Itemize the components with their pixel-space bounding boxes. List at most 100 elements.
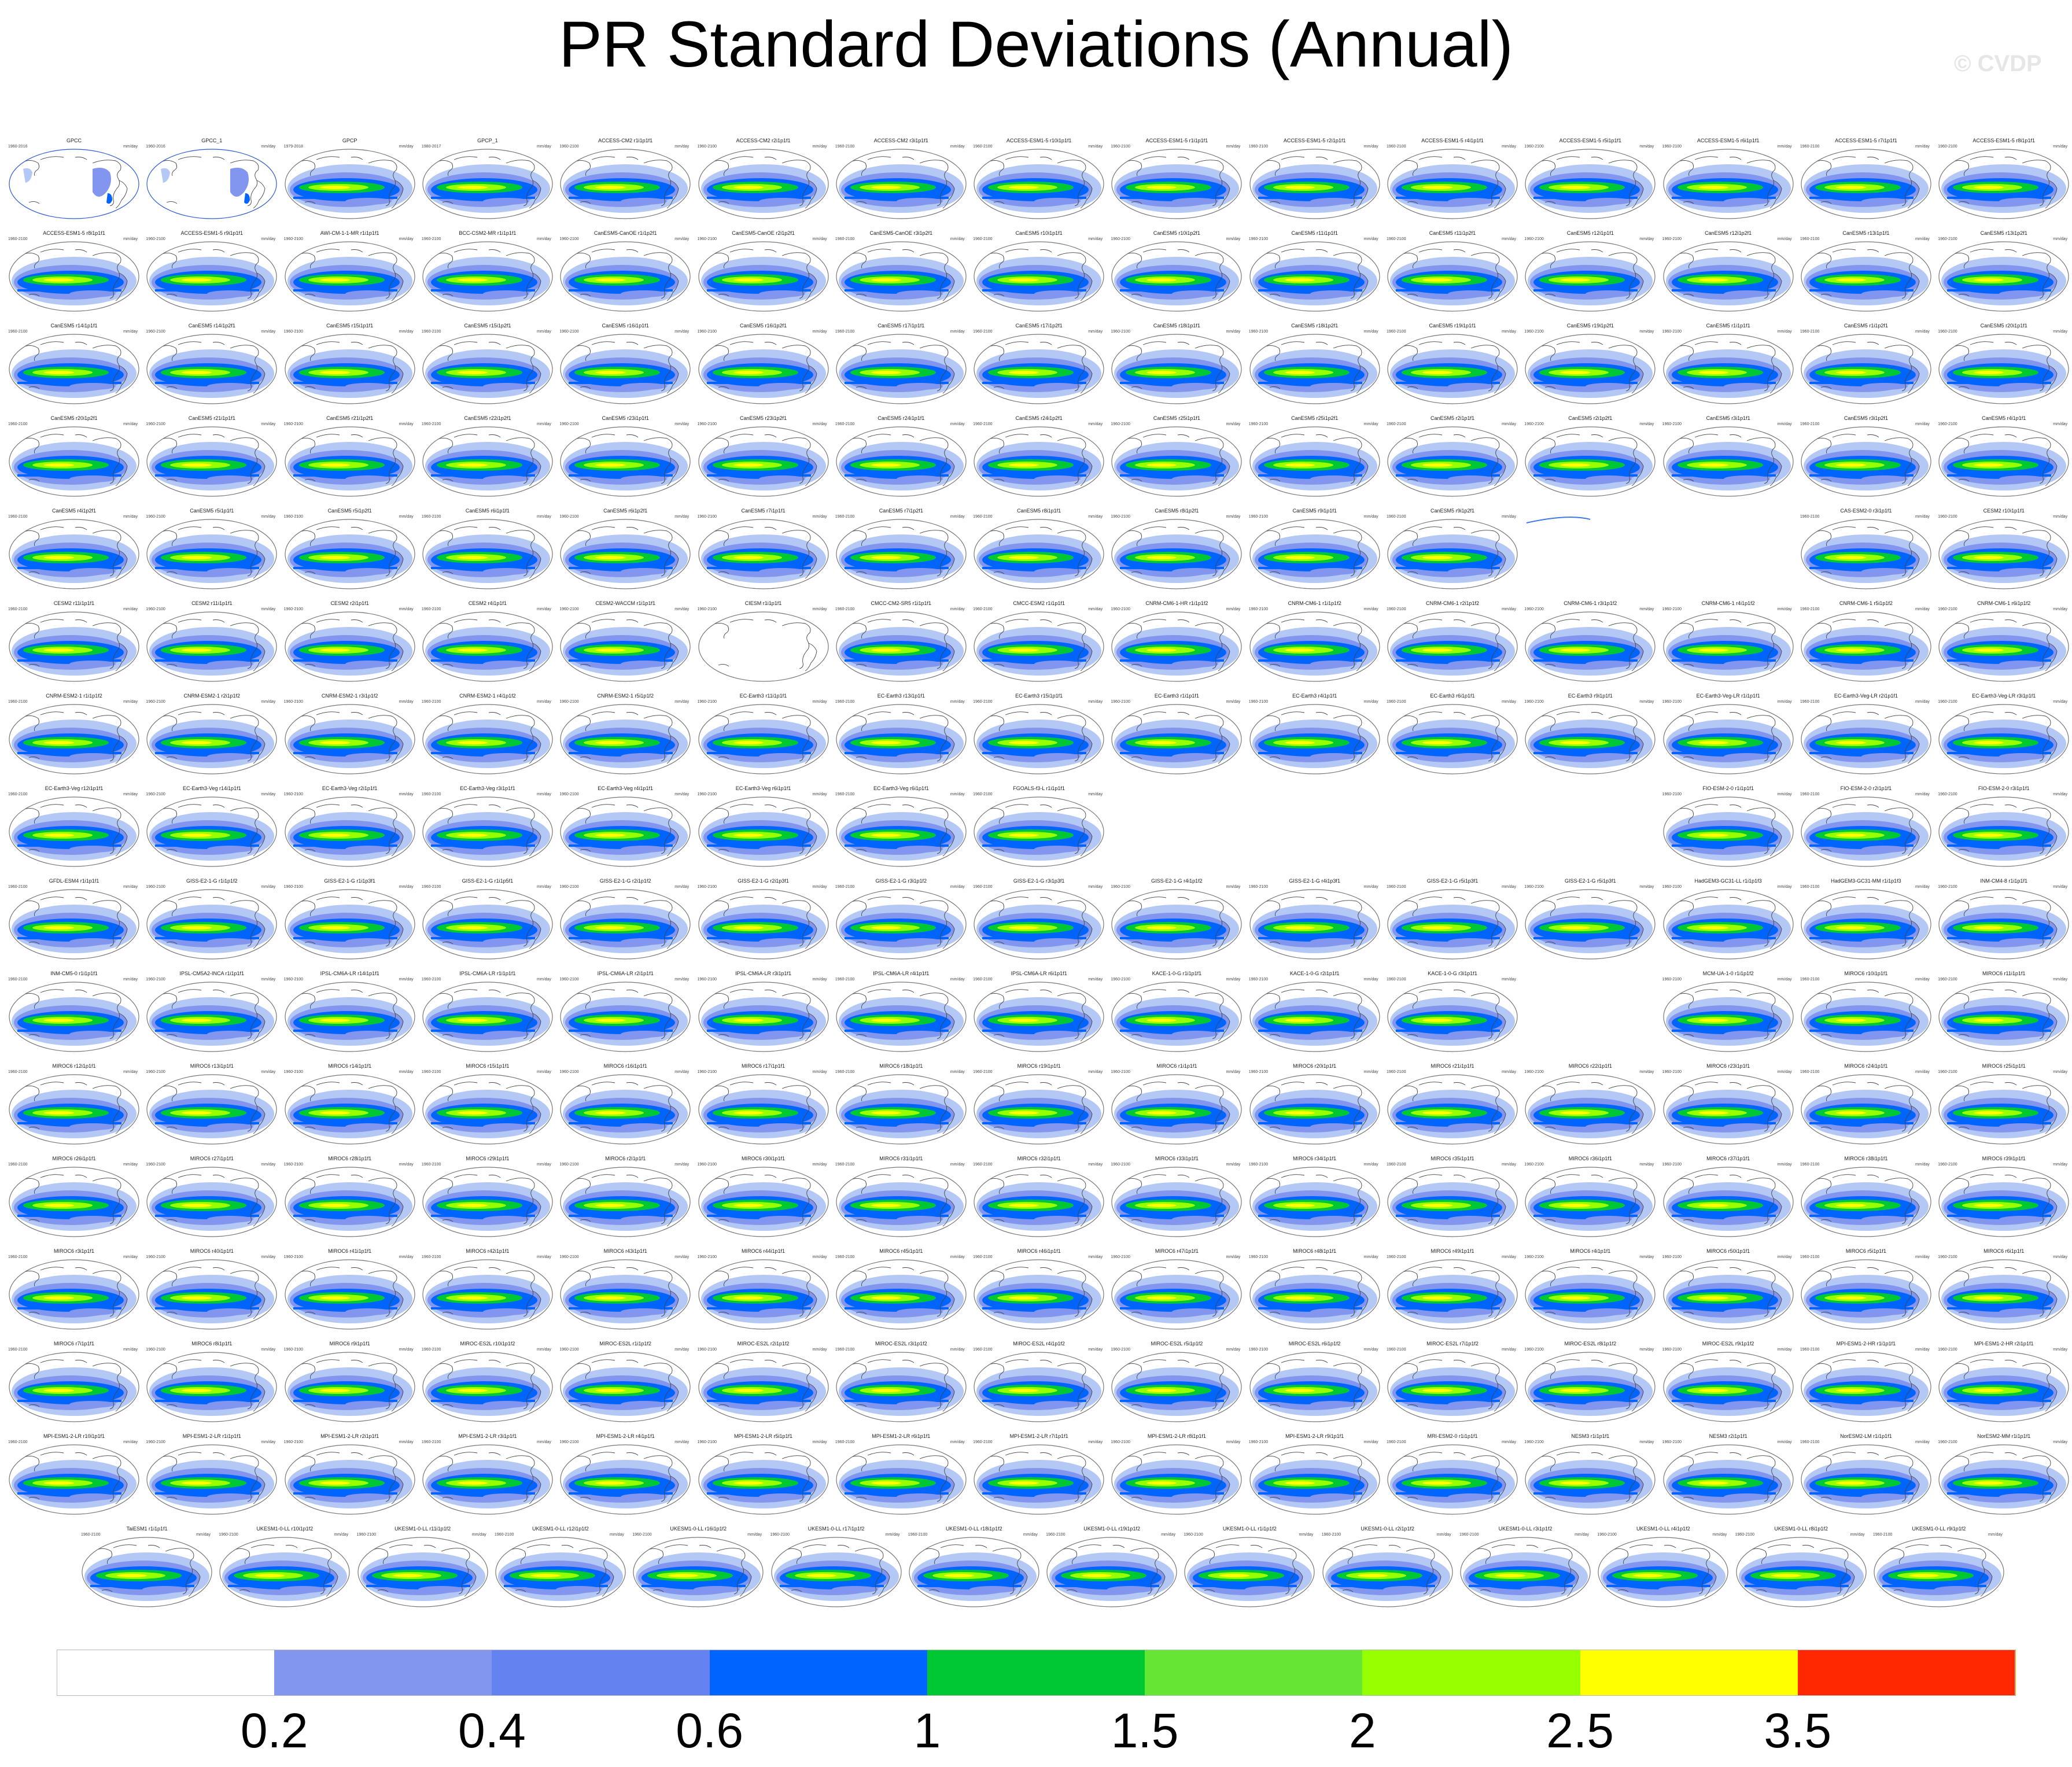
- map-outline: [1525, 704, 1656, 774]
- map-outline: [974, 1352, 1104, 1422]
- map-plot: [698, 334, 829, 404]
- map-panel: MIROC6 r22i1p1f1 1960-2100 mm/day: [1522, 1063, 1658, 1150]
- map-plot: [1111, 704, 1242, 774]
- map-panel: ACCESS-ESM1-5 r8i1p1f1 1960-2100 mm/day: [1935, 138, 2072, 224]
- panel-title: MIROC6 r49i1p1f1: [1431, 1248, 1474, 1254]
- panel-units: mm/day: [674, 885, 690, 889]
- panel-years: 1960-2100: [559, 700, 579, 704]
- panel-title: CanESM5 r1i1p2f1: [1844, 323, 1888, 329]
- panel-title: CanESM5 r15i1p1f1: [326, 323, 374, 329]
- map-outline: [1938, 796, 2069, 867]
- map-plot: [560, 1167, 691, 1237]
- panel-units: mm/day: [399, 700, 414, 704]
- map-outline-fragment: [1527, 517, 1591, 523]
- panel-title: FGOALS-f3-L r1i1p1f1: [1013, 785, 1065, 791]
- panel-years: 1960-2100: [973, 1070, 993, 1074]
- panel-title: MPI-ESM1-2-LR r2i1p1f1: [320, 1433, 379, 1439]
- map-plot: [146, 1074, 277, 1145]
- panel-units: mm/day: [399, 1348, 414, 1352]
- panel-title: CanESM5 r11i1p2f1: [1429, 230, 1476, 236]
- map-panel: IPSL-CM6A-LR r4i1p1f1 1960-2100 mm/day: [833, 971, 969, 1057]
- map-outline: [422, 796, 553, 867]
- colorbar-tick-label: 0.4: [458, 1703, 526, 1758]
- map-outline: [1662, 1074, 1794, 1145]
- panel-title: MIROC6 r42i1p1f1: [466, 1248, 510, 1254]
- map-plot: [560, 889, 691, 960]
- map-panel: ACCESS-ESM1-5 r9i1p1f1 1960-2100 mm/day: [143, 230, 280, 317]
- map-plot: [633, 1537, 764, 1607]
- map-outline: [974, 149, 1104, 219]
- map-outline: [1801, 704, 1931, 774]
- map-panel: MIROC6 r50i1p1f1 1960-2100 mm/day: [1660, 1248, 1797, 1335]
- panel-units: mm/day: [1502, 515, 1516, 519]
- panel-title: CanESM5 r21i1p2f1: [326, 415, 374, 421]
- panel-years: 1960-2100: [1938, 885, 1957, 889]
- panel-units: mm/day: [1915, 145, 1930, 149]
- map-outline: [836, 519, 967, 589]
- map-panel: MPI-ESM1-2-LR r8i1p1f1 1960-2100 mm/day: [1108, 1433, 1245, 1520]
- map-panel: CNRM-ESM2-1 r2i1p1f2 1960-2100 mm/day: [143, 693, 280, 780]
- panel-units: mm/day: [261, 885, 276, 889]
- map-outline: [1525, 889, 1656, 960]
- panel-title: ACCESS-ESM1-5 r5i1p1f1: [1559, 138, 1622, 143]
- map-outline: [1801, 611, 1931, 682]
- map-panel: MIROC-ES2L r8i1p1f2 1960-2100 mm/day: [1522, 1341, 1658, 1427]
- map-plot: [146, 611, 277, 682]
- panel-years: 1960-2100: [973, 885, 993, 889]
- map-plot: [698, 1167, 829, 1237]
- map-plot: [9, 1074, 139, 1145]
- panel-units: mm/day: [1777, 607, 1792, 611]
- map-plot: [1111, 1074, 1242, 1145]
- map-panel: GISS-E2-1-G r2i1p3f1 1960-2100 mm/day: [695, 878, 832, 965]
- panel-title: EC-Earth3 r15i1p1f1: [1015, 693, 1063, 699]
- map-outline: [9, 1259, 139, 1330]
- map-panel: MIROC6 r45i1p1f1 1960-2100 mm/day: [833, 1248, 969, 1335]
- map-plot: [422, 1352, 553, 1422]
- panel-units: mm/day: [1088, 885, 1103, 889]
- panel-units: mm/day: [812, 237, 827, 241]
- panel-units: mm/day: [1915, 885, 1930, 889]
- panel-years: 1960-2100: [697, 607, 717, 611]
- panel-years: 1960-2100: [1872, 1533, 1893, 1537]
- panel-title: MIROC6 r4i1p1f1: [1570, 1248, 1611, 1254]
- panel-years: 1960-2100: [146, 1348, 165, 1352]
- map-outline: [1387, 1167, 1518, 1237]
- map-panel: MPI-ESM1-2-HR r2i1p1f1 1960-2100 mm/day: [1935, 1341, 2072, 1427]
- panel-units: mm/day: [1363, 700, 1378, 704]
- panel-years: 1960-2100: [283, 792, 304, 796]
- map-plot: [1801, 1074, 1931, 1145]
- panel-years: 1960-2100: [8, 515, 28, 519]
- panel-units: mm/day: [1226, 422, 1241, 426]
- map-outline: [560, 241, 691, 312]
- panel-years: 1960-2100: [1111, 700, 1130, 704]
- panel-title: CanESM5 r14i1p1f1: [50, 323, 98, 329]
- panel-title: CNRM-ESM2-1 r5i1p1f2: [597, 693, 654, 699]
- panel-units: mm/day: [536, 237, 551, 241]
- map-panel: CanESM5 r5i1p1f1 1960-2100 mm/day: [143, 508, 280, 595]
- map-plot: [1801, 889, 1931, 960]
- panel-units: mm/day: [950, 885, 965, 889]
- map-panel: MCM-UA-1-0 r1i1p1f2 1960-2100 mm/day: [1660, 971, 1797, 1057]
- panel-years: 1960-2100: [219, 1533, 238, 1537]
- panel-title: CanESM5 r19i1p2f1: [1566, 323, 1614, 329]
- panel-units: mm/day: [1363, 237, 1378, 241]
- colorbar-tick-label: 1: [913, 1703, 941, 1758]
- panel-years: 1960-2100: [8, 237, 28, 241]
- panel-units: mm/day: [1502, 1163, 1516, 1167]
- panel-years: 1960-2100: [559, 1348, 579, 1352]
- map-outline: [1801, 334, 1931, 404]
- panel-title: GPCP_1: [477, 138, 498, 143]
- colorbar-tick-label: 2: [1348, 1703, 1376, 1758]
- map-outline: [1801, 519, 1931, 589]
- map-panel: GISS-E2-1-G r3i1p3f1 1960-2100 mm/day: [971, 878, 1107, 965]
- colorbar-tick-label: 2.5: [1546, 1703, 1614, 1758]
- panel-units: mm/day: [1226, 977, 1241, 982]
- map-panel: UKESM1-0-LL r10i1p1f2 1960-2100 mm/day: [216, 1526, 353, 1613]
- map-panel: EC-Earth3 r4i1p1f1 1960-2100 mm/day: [1247, 693, 1383, 780]
- map-plot: [974, 982, 1104, 1052]
- map-outline: [146, 149, 277, 219]
- panel-units: mm/day: [1363, 422, 1378, 426]
- panel-units: mm/day: [536, 1255, 551, 1259]
- map-plot: [1249, 1259, 1380, 1330]
- panel-units: mm/day: [2053, 1255, 2068, 1259]
